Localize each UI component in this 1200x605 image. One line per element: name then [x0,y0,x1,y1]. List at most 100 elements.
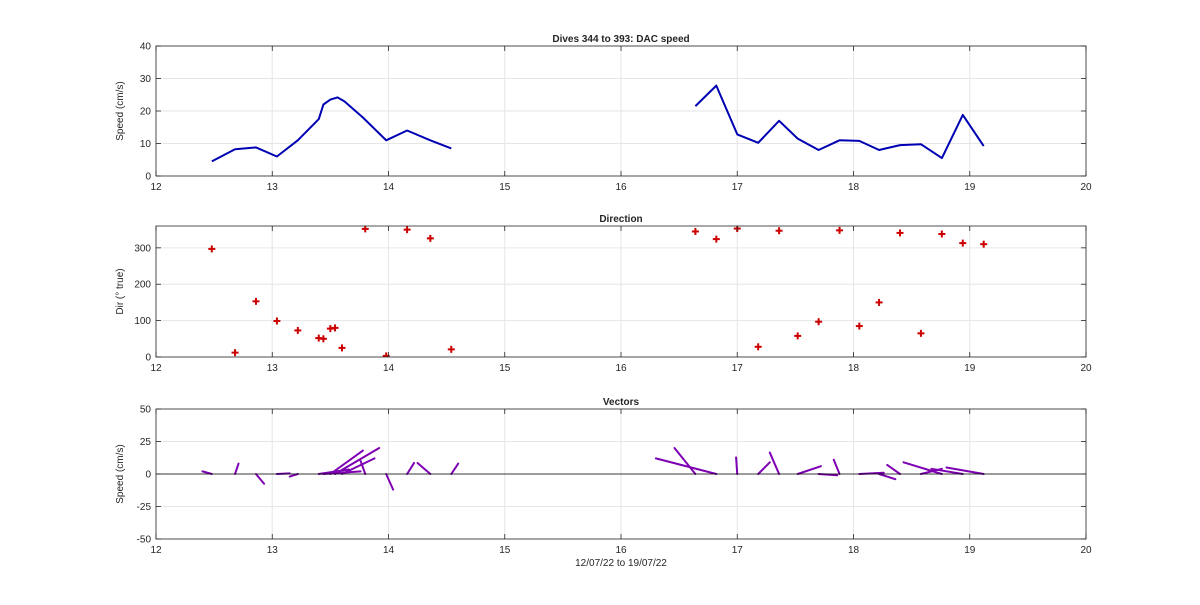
y-tick-label: 10 [140,139,152,150]
x-tick-label: 20 [1080,545,1092,556]
x-tick-label: 20 [1080,363,1092,374]
x-tick-label: 12 [150,363,162,374]
direction-point [875,298,883,306]
direction-point [331,324,339,332]
x-tick-label: 19 [964,545,976,556]
direction-point [959,239,967,247]
speed-line-segment-2 [694,84,985,160]
x-tick-label: 17 [732,545,744,556]
plot-area [208,226,988,357]
vector-stick [201,470,213,475]
chart-title: Direction [599,214,642,225]
y-tick-label: 0 [145,172,151,183]
plot-area [211,84,985,163]
x-tick-label: 18 [848,182,860,193]
x-tick-label: 17 [732,182,744,193]
direction-point [447,345,455,353]
vector-stick [796,465,822,475]
y-tick-label: 50 [140,405,152,416]
x-tick-label: 18 [848,545,860,556]
vector-stick [768,451,781,475]
vector-stick [902,461,943,475]
y-tick-label: 30 [140,74,152,85]
y-axis-label: Speed (cm/s) [115,81,126,140]
chart-title: Dives 344 to 393: DAC speed [552,34,689,45]
vector-stick [385,473,395,491]
y-tick-label: 40 [140,42,152,53]
vector-stick [334,447,381,475]
x-tick-label: 19 [964,363,976,374]
x-tick-label: 20 [1080,182,1092,193]
x-tick-label: 16 [615,545,627,556]
y-tick-label: 20 [140,107,152,118]
vector-stick [341,457,376,475]
direction-point [403,226,411,234]
x-tick-label: 16 [615,182,627,193]
direction-point [712,235,720,243]
direction-point [252,297,260,305]
x-tick-label: 16 [615,363,627,374]
vector-stick [654,457,718,475]
y-tick-label: 100 [134,316,151,327]
direction-point [231,349,239,357]
direction-point [815,318,823,326]
direction-point [273,317,281,325]
vector-stick [757,461,771,475]
vector-stick [406,461,416,475]
direction-point [208,245,216,253]
y-tick-label: 200 [134,280,151,291]
y-tick-label: -25 [137,502,152,513]
y-tick-label: 25 [140,437,152,448]
y-tick-label: 300 [134,243,151,254]
direction-point [319,335,327,343]
x-tick-label: 13 [267,545,279,556]
direction-panel: 12 13 14 15 16 17 18 19 200100200300DirectionDir… [115,214,1092,374]
vector-stick [416,461,432,475]
vector-stick [886,463,901,475]
direction-point [917,329,925,337]
x-tick-label: 18 [848,363,860,374]
x-tick-label: 14 [383,182,395,193]
y-axis-label: Dir (° true) [115,268,126,314]
vector-stick [673,447,697,475]
x-tick-label: 12 [150,182,162,193]
vector-stick [832,458,841,475]
x-axis-label: 12/07/22 to 19/07/22 [575,558,667,569]
x-tick-label: 15 [499,182,511,193]
x-tick-label: 12 [150,545,162,556]
x-tick-label: 13 [267,363,279,374]
vector-stick [254,473,266,485]
y-tick-label: 0 [145,470,151,481]
direction-point [426,234,434,242]
vector-stick [878,473,897,481]
direction-point [338,344,346,352]
vector-stick [450,462,460,475]
vector-stick [288,473,299,478]
direction-point [361,226,369,233]
x-tick-label: 14 [383,363,395,374]
chart-title: Vectors [603,397,640,408]
direction-point [855,322,863,330]
x-tick-label: 14 [383,545,395,556]
speed-panel: 12 13 14 15 16 17 18 19 20 0 10 20 30 40 Dives 344 to … [115,34,1092,193]
x-tick-label: 13 [267,182,279,193]
direction-point [938,230,946,238]
direction-point [754,343,762,351]
x-tick-label: 15 [499,545,511,556]
vectors-panel: 12 13 14 15 16 17 18 19 20 -50 -25 0 25 50 Vectors Spee… [115,397,1092,569]
direction-point [691,227,699,235]
y-axis-label: Speed (cm/s) [115,444,126,503]
vector-stick [234,462,240,475]
y-tick-label: -50 [137,535,152,546]
direction-point [294,326,302,334]
vector-stick [359,460,367,475]
direction-point [775,227,783,235]
y-tick-label: 0 [145,353,151,364]
plot-area [201,447,985,491]
x-tick-label: 17 [732,363,744,374]
direction-point [794,332,802,340]
x-tick-label: 19 [964,182,976,193]
direction-point [896,229,904,237]
vector-stick [945,466,985,475]
